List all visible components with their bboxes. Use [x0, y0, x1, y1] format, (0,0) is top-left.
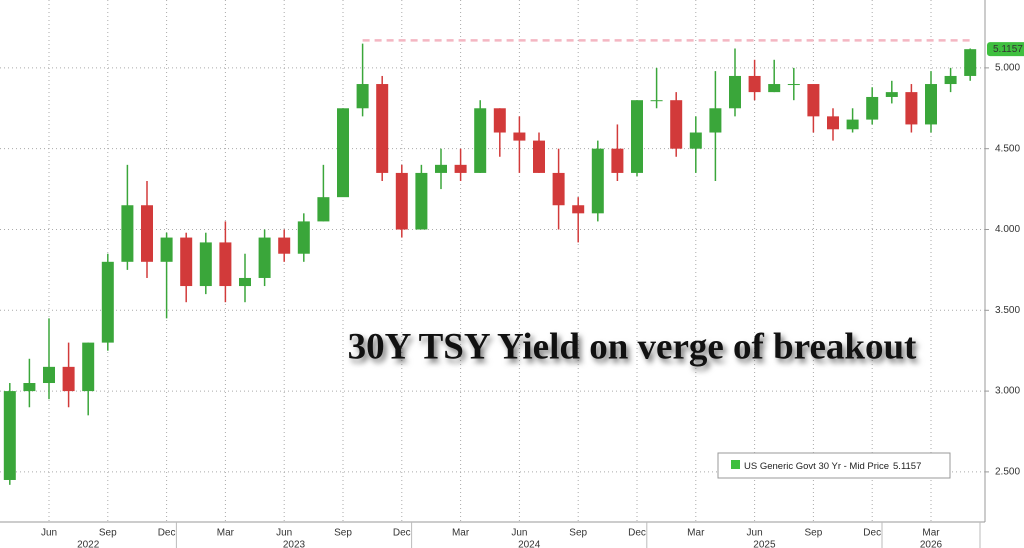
- x-tick-label: Dec: [863, 528, 881, 539]
- y-tick-label: 4.000: [995, 224, 1020, 235]
- x-tick-label: Mar: [687, 528, 705, 539]
- y-tick-label: 3.000: [995, 386, 1020, 397]
- candle-body: [572, 205, 585, 214]
- candle-body: [3, 391, 16, 480]
- legend-value: 5.1157: [893, 461, 921, 472]
- candle-body: [533, 140, 545, 173]
- x-tick-label: Dec: [393, 528, 411, 539]
- y-tick-label: 2.500: [995, 467, 1020, 478]
- candle-body: [729, 75, 741, 109]
- y-tick-label: 3.500: [995, 305, 1020, 316]
- candle-body: [709, 108, 722, 133]
- legend-label: US Generic Govt 30 Yr - Mid Price 5.1157: [744, 461, 921, 472]
- candle-body: [787, 84, 800, 86]
- candle-body: [807, 84, 820, 117]
- candle-body: [474, 108, 487, 173]
- y-tick-label: 5.000: [995, 63, 1020, 74]
- candle-body: [258, 237, 271, 278]
- x-tick-label: Jun: [41, 528, 57, 539]
- year-label: 2022: [77, 540, 100, 548]
- candle-body: [827, 116, 839, 130]
- year-label: 2024: [518, 540, 541, 548]
- candle-body: [925, 84, 937, 125]
- candle-body: [199, 242, 212, 287]
- year-label: 2025: [753, 540, 776, 548]
- candle-body: [43, 366, 55, 384]
- candle-body: [631, 100, 643, 173]
- x-tick-label: Jun: [747, 528, 763, 539]
- last-price-label: 5.1157: [993, 44, 1023, 55]
- x-tick-label: Mar: [452, 528, 470, 539]
- candle-body: [846, 119, 859, 130]
- y-tick-label: 4.500: [995, 143, 1020, 154]
- candle-body: [552, 172, 565, 206]
- candle-body: [180, 237, 193, 287]
- candle-body: [885, 92, 898, 97]
- chart-title: 30Y TSY Yield on verge of breakout: [348, 326, 917, 367]
- x-tick-label: Sep: [334, 528, 352, 539]
- candle-body: [239, 277, 251, 287]
- candle-body: [82, 342, 95, 392]
- candle-body: [121, 205, 134, 262]
- candle-body: [513, 132, 526, 141]
- candle-body: [337, 108, 349, 198]
- candle-body: [395, 172, 408, 230]
- candle-body: [670, 100, 683, 149]
- candle-body: [964, 49, 977, 76]
- x-tick-label: Sep: [569, 528, 587, 539]
- candle-body: [689, 132, 702, 149]
- candle-body: [905, 92, 918, 125]
- candle-body: [415, 172, 428, 230]
- x-tick-label: Jun: [511, 528, 527, 539]
- candle-body: [317, 197, 330, 222]
- candle-body: [141, 205, 153, 262]
- candle-body: [493, 108, 506, 133]
- x-tick-label: Sep: [805, 528, 823, 539]
- candle-body: [944, 75, 957, 85]
- candle-body: [278, 237, 291, 254]
- candle-body: [23, 383, 36, 392]
- legend-box: [717, 452, 951, 479]
- candle-body: [650, 100, 663, 102]
- candle-body: [101, 261, 114, 343]
- candle-body: [356, 84, 369, 109]
- candle-body: [591, 148, 604, 214]
- last-price-tag: [987, 42, 1024, 57]
- candle-body: [62, 366, 75, 392]
- candle-body: [297, 221, 310, 254]
- x-tick-label: Dec: [158, 528, 176, 539]
- candle-body: [219, 242, 232, 287]
- year-label: 2026: [920, 540, 943, 548]
- candle-body: [768, 84, 781, 93]
- candle-body: [866, 96, 879, 120]
- candle-body: [611, 148, 624, 173]
- legend-name: US Generic Govt 30 Yr - Mid Price: [744, 461, 889, 472]
- candle-body: [435, 164, 447, 173]
- candle-body: [160, 237, 173, 262]
- year-label: 2023: [283, 540, 306, 548]
- candle-body: [454, 164, 467, 173]
- legend-swatch: [731, 460, 740, 469]
- x-tick-label: Sep: [99, 528, 117, 539]
- x-tick-label: Mar: [217, 528, 235, 539]
- x-tick-label: Mar: [922, 528, 940, 539]
- candle-body: [376, 84, 389, 173]
- x-tick-label: Jun: [276, 528, 292, 539]
- x-tick-label: Dec: [628, 528, 646, 539]
- candle-body: [748, 75, 761, 93]
